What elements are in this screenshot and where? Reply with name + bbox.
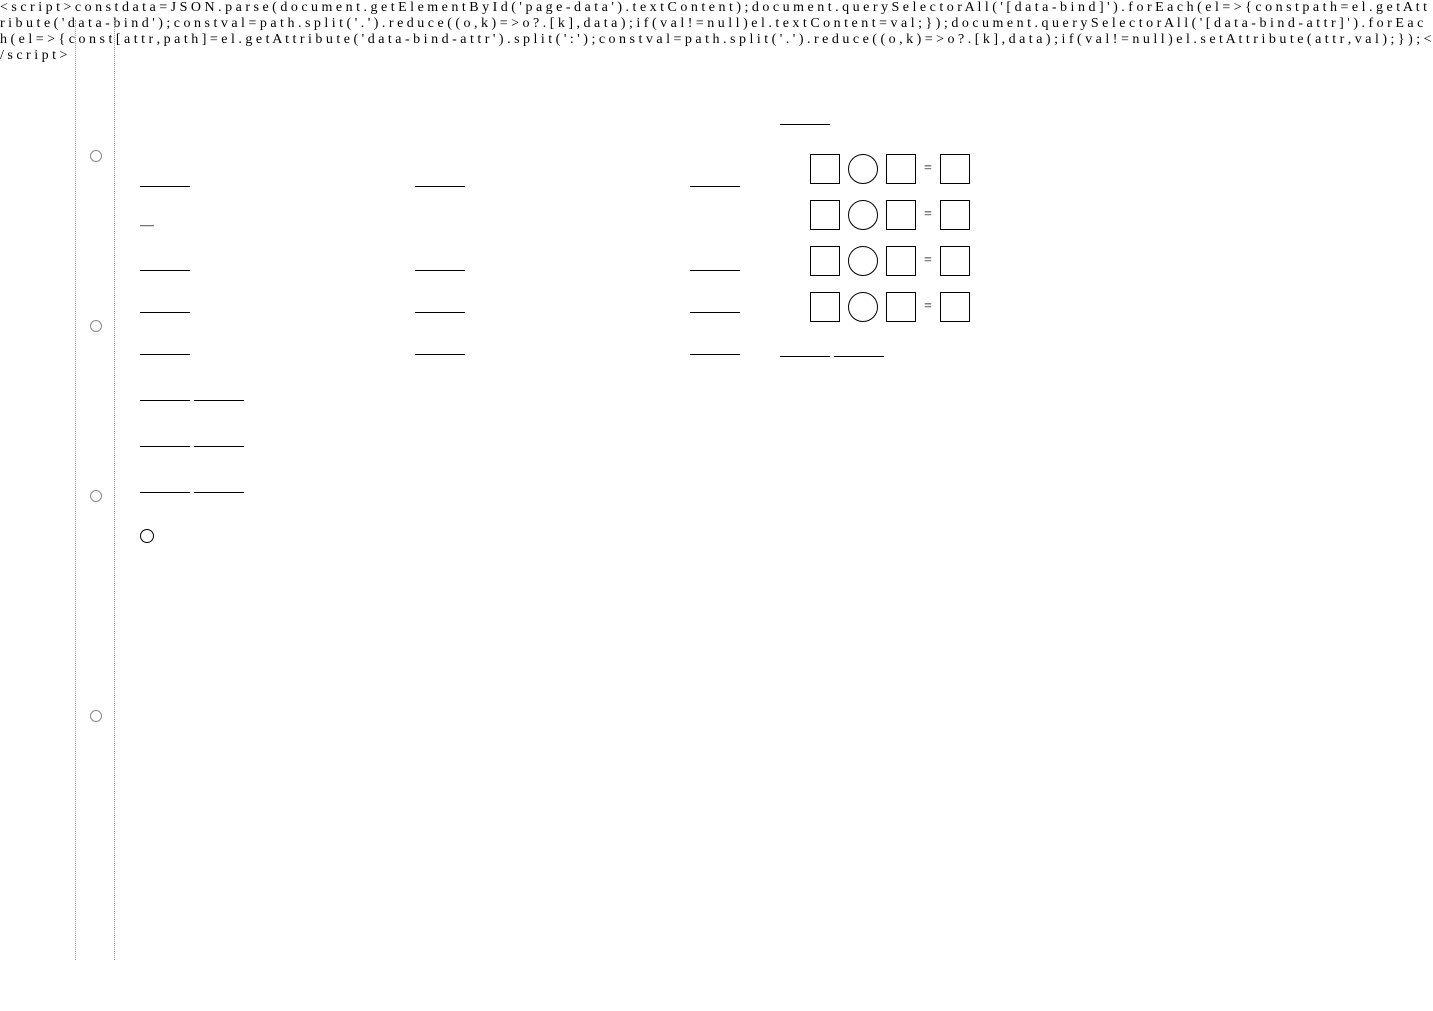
answer-box[interactable]	[940, 246, 970, 276]
score-table	[290, 90, 590, 130]
answer-blank[interactable]	[140, 479, 190, 493]
answer-blank[interactable]	[415, 299, 465, 313]
answer-blank[interactable]	[194, 433, 244, 447]
answer-box[interactable]	[810, 292, 840, 322]
score-head-label	[290, 90, 350, 110]
operator-circle[interactable]	[848, 154, 878, 184]
operator-circle[interactable]	[848, 200, 878, 230]
question-3b	[140, 476, 740, 504]
answer-blank[interactable]	[194, 387, 244, 401]
table-row	[290, 90, 590, 110]
answer-blank[interactable]	[194, 479, 244, 493]
equals-sign: =	[924, 207, 932, 223]
answer-blank[interactable]	[140, 433, 190, 447]
empty-circle-icon	[140, 529, 154, 543]
score-col	[410, 90, 470, 110]
q1-row	[140, 170, 740, 198]
table-row	[290, 110, 590, 130]
answer-blank[interactable]	[834, 343, 884, 357]
question-5	[780, 108, 1380, 136]
score-row-label	[290, 110, 350, 130]
q1-row	[140, 338, 740, 366]
cont-dash: —	[140, 212, 740, 240]
answer-blank[interactable]	[780, 111, 830, 125]
score-col	[350, 90, 410, 110]
score-col	[530, 90, 590, 110]
answer-box[interactable]	[886, 292, 916, 322]
question-3	[140, 430, 740, 458]
answer-blank[interactable]	[690, 173, 740, 187]
answer-blank[interactable]	[140, 173, 190, 187]
answer-blank[interactable]	[415, 173, 465, 187]
answer-blank[interactable]	[780, 343, 830, 357]
binding-circle	[90, 710, 102, 722]
answer-blank[interactable]	[690, 257, 740, 271]
answer-blank[interactable]	[140, 299, 190, 313]
answer-blank[interactable]	[140, 257, 190, 271]
expr-row: =	[810, 246, 1380, 276]
expr-row: =	[810, 200, 1380, 230]
answer-box[interactable]	[886, 154, 916, 184]
answer-blank[interactable]	[140, 387, 190, 401]
equals-sign: =	[924, 161, 932, 177]
answer-blank[interactable]	[415, 257, 465, 271]
answer-blank[interactable]	[690, 341, 740, 355]
binding-circle	[90, 320, 102, 332]
answer-blank[interactable]	[415, 341, 465, 355]
expr-row: =	[810, 154, 1380, 184]
operator-circle[interactable]	[848, 292, 878, 322]
answer-box[interactable]	[810, 200, 840, 230]
answer-box[interactable]	[940, 200, 970, 230]
answer-box[interactable]	[886, 246, 916, 276]
answer-box[interactable]	[810, 246, 840, 276]
question-1: —	[140, 170, 740, 366]
question-4-circle	[140, 522, 740, 550]
answer-box[interactable]	[810, 154, 840, 184]
equals-sign: =	[924, 253, 932, 269]
equals-sign: =	[924, 299, 932, 315]
q1-row	[140, 254, 740, 282]
binding-circle	[90, 490, 102, 502]
question-8	[780, 340, 1380, 368]
question-2	[140, 384, 740, 412]
answer-box[interactable]	[940, 292, 970, 322]
q1-row	[140, 296, 740, 324]
score-col	[470, 90, 530, 110]
answer-box[interactable]	[940, 154, 970, 184]
answer-blank[interactable]	[140, 341, 190, 355]
answer-box[interactable]	[886, 200, 916, 230]
page-content: —	[140, 60, 1400, 568]
answer-blank[interactable]	[690, 299, 740, 313]
operator-circle[interactable]	[848, 246, 878, 276]
binding-circle	[90, 150, 102, 162]
expr-row: =	[810, 292, 1380, 322]
left-column: —	[140, 60, 740, 568]
binding-edge	[75, 20, 115, 960]
right-column: = = = =	[780, 60, 1380, 568]
